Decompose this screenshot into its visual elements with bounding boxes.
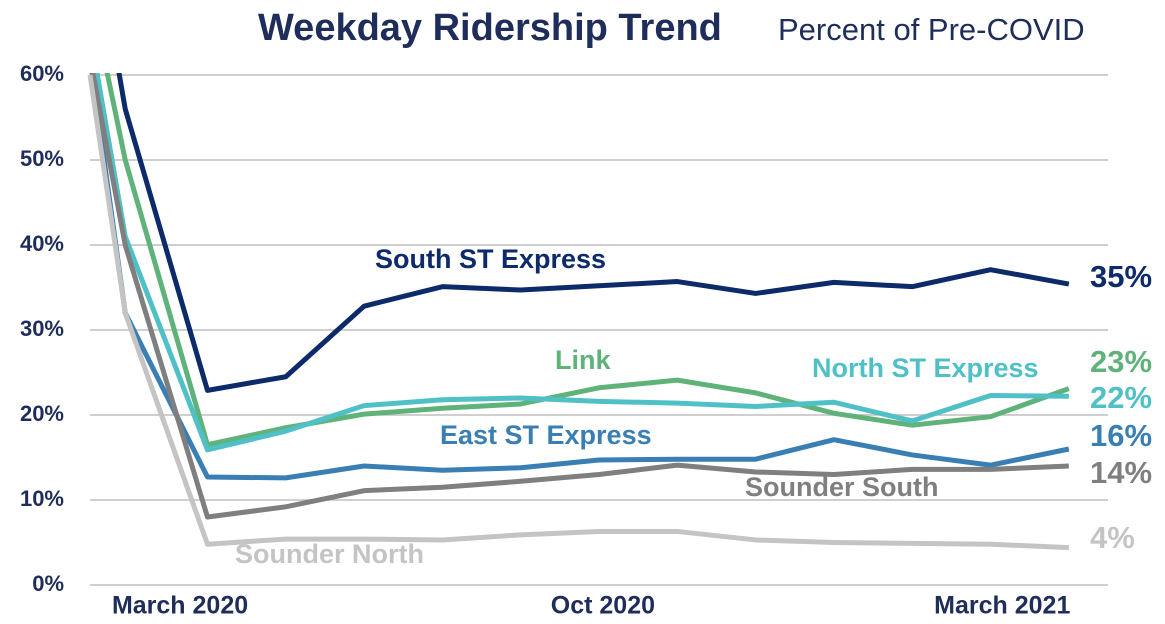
x-tick-label: Oct 2020 [551, 592, 655, 620]
chart-title: Weekday Ridership Trend [258, 7, 722, 49]
series-label: East ST Express [440, 420, 652, 450]
series-line [90, 73, 1069, 520]
series-label: Sounder North [235, 539, 424, 569]
y-tick-label: 60% [20, 61, 64, 86]
y-tick-label: 0% [32, 571, 64, 596]
series-label: Link [555, 345, 611, 375]
series-line [94, 73, 1069, 453]
series-label: South ST Express [375, 244, 606, 274]
end-label: 35% [1090, 259, 1152, 294]
labels: South ST Express 35% Link 23% North ST Expre… [235, 244, 1152, 569]
chart-subtitle: Percent of Pre-COVID [778, 12, 1085, 47]
series-label: Sounder South [745, 472, 938, 502]
end-label: 4% [1090, 520, 1135, 555]
x-tick-label: March 2021 [934, 592, 1070, 620]
lines [87, 73, 1070, 551]
y-tick-label: 20% [20, 401, 64, 426]
grid: 0% 10% 20% 30% 40% 50% 60% March 2020 Oct 2020 Ma… [20, 61, 1108, 620]
y-tick-label: 30% [20, 316, 64, 341]
end-label: 16% [1090, 418, 1152, 453]
end-label: 22% [1090, 380, 1152, 415]
end-label: 14% [1090, 455, 1152, 490]
y-tick-label: 10% [20, 486, 64, 511]
series-line [104, 73, 1070, 448]
series-line [87, 74, 1069, 551]
series-line [89, 73, 1070, 481]
series-label: North ST Express [812, 353, 1039, 383]
y-tick-label: 50% [20, 146, 64, 171]
series-line [116, 73, 1070, 393]
end-label: 23% [1090, 344, 1152, 379]
y-tick-label: 40% [20, 231, 64, 256]
x-tick-label: March 2020 [112, 592, 248, 620]
